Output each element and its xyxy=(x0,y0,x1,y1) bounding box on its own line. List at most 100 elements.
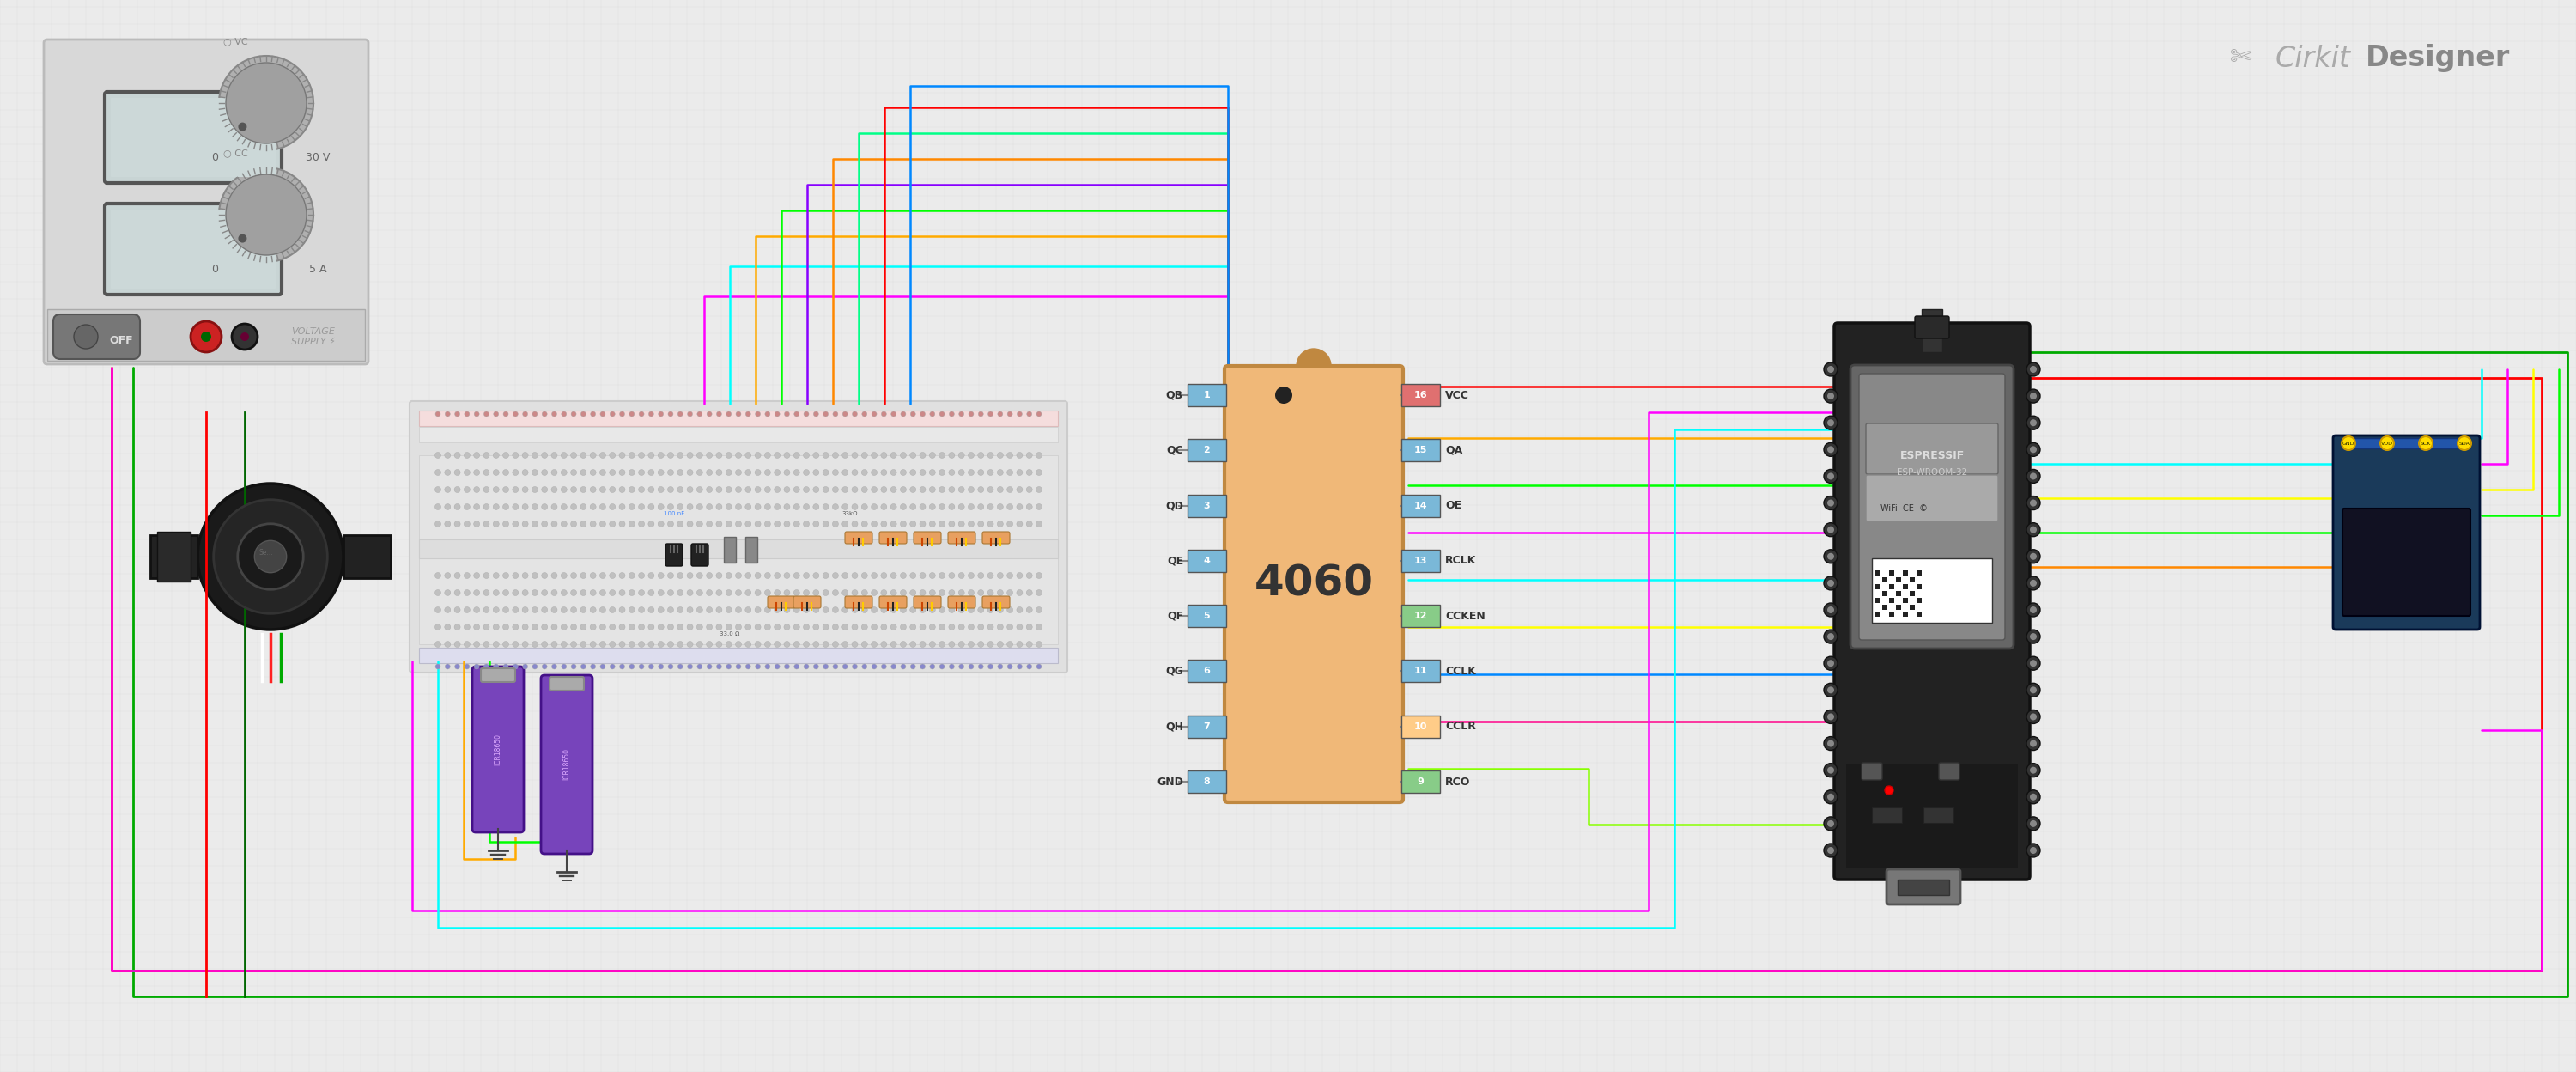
Text: WiFi  CE  ©: WiFi CE © xyxy=(1880,504,1927,512)
Wedge shape xyxy=(1296,348,1332,366)
Bar xyxy=(149,535,198,578)
Circle shape xyxy=(899,452,907,458)
Circle shape xyxy=(726,504,732,510)
Circle shape xyxy=(783,412,788,417)
Circle shape xyxy=(958,607,963,613)
Circle shape xyxy=(853,607,858,613)
Circle shape xyxy=(860,521,868,527)
Circle shape xyxy=(1824,496,1837,510)
Circle shape xyxy=(793,487,799,493)
Circle shape xyxy=(744,452,752,458)
Circle shape xyxy=(853,641,858,647)
Circle shape xyxy=(804,641,809,647)
Circle shape xyxy=(765,521,770,527)
Circle shape xyxy=(502,470,510,476)
Circle shape xyxy=(688,487,693,493)
Circle shape xyxy=(1826,473,1834,479)
Circle shape xyxy=(551,504,556,510)
Circle shape xyxy=(899,487,907,493)
Circle shape xyxy=(909,641,917,647)
Circle shape xyxy=(677,521,683,527)
FancyBboxPatch shape xyxy=(1865,475,1999,521)
Circle shape xyxy=(755,607,760,613)
FancyBboxPatch shape xyxy=(111,98,276,177)
Circle shape xyxy=(958,412,963,417)
Circle shape xyxy=(1018,412,1023,417)
Circle shape xyxy=(513,607,518,613)
Circle shape xyxy=(969,470,974,476)
Circle shape xyxy=(639,487,644,493)
Circle shape xyxy=(744,624,752,630)
Text: 100 nF: 100 nF xyxy=(665,511,685,517)
Bar xyxy=(1888,612,1893,616)
Text: Se...: Se... xyxy=(260,549,273,556)
Bar xyxy=(1904,570,1909,576)
Circle shape xyxy=(940,572,945,579)
FancyBboxPatch shape xyxy=(2342,508,2470,616)
Circle shape xyxy=(1036,607,1041,613)
Text: ✄: ✄ xyxy=(2231,46,2251,71)
Circle shape xyxy=(629,412,634,417)
FancyBboxPatch shape xyxy=(1188,605,1226,627)
Text: 9: 9 xyxy=(1417,777,1425,786)
Circle shape xyxy=(492,572,500,579)
Circle shape xyxy=(1826,392,1834,400)
Circle shape xyxy=(948,590,956,596)
Circle shape xyxy=(590,521,595,527)
Circle shape xyxy=(621,412,626,417)
Circle shape xyxy=(775,624,781,630)
Circle shape xyxy=(523,412,528,417)
Circle shape xyxy=(706,470,714,476)
Circle shape xyxy=(649,504,654,510)
Circle shape xyxy=(804,572,809,579)
Circle shape xyxy=(562,504,567,510)
Circle shape xyxy=(649,470,654,476)
Bar xyxy=(1883,605,1888,610)
Circle shape xyxy=(629,452,634,458)
Circle shape xyxy=(804,412,809,417)
Bar xyxy=(420,559,1059,644)
Circle shape xyxy=(842,624,848,630)
Circle shape xyxy=(958,452,963,458)
Circle shape xyxy=(881,664,886,669)
Circle shape xyxy=(562,572,567,579)
Circle shape xyxy=(755,412,760,417)
Circle shape xyxy=(2027,790,2040,804)
Circle shape xyxy=(958,521,963,527)
Circle shape xyxy=(737,590,742,596)
Circle shape xyxy=(832,470,837,476)
Circle shape xyxy=(793,452,799,458)
Circle shape xyxy=(446,412,451,417)
Circle shape xyxy=(600,664,605,669)
Circle shape xyxy=(2030,366,2038,373)
Circle shape xyxy=(446,607,451,613)
Bar xyxy=(724,537,737,563)
Circle shape xyxy=(1824,683,1837,697)
Circle shape xyxy=(2027,602,2040,616)
Circle shape xyxy=(1824,629,1837,643)
Circle shape xyxy=(930,504,935,510)
Circle shape xyxy=(541,521,549,527)
Bar xyxy=(1917,598,1922,602)
Bar xyxy=(1873,559,1991,623)
Circle shape xyxy=(492,470,500,476)
Circle shape xyxy=(1826,793,1834,801)
Circle shape xyxy=(2030,660,2038,667)
Circle shape xyxy=(629,521,634,527)
Circle shape xyxy=(832,487,837,493)
Circle shape xyxy=(580,572,587,579)
Circle shape xyxy=(814,487,819,493)
Circle shape xyxy=(214,500,327,613)
Text: 5 A: 5 A xyxy=(309,264,327,274)
Circle shape xyxy=(920,412,925,417)
Circle shape xyxy=(716,664,721,669)
Circle shape xyxy=(435,452,440,458)
FancyBboxPatch shape xyxy=(914,596,940,608)
Circle shape xyxy=(948,521,956,527)
Circle shape xyxy=(2030,740,2038,747)
Circle shape xyxy=(920,452,925,458)
Circle shape xyxy=(600,470,605,476)
Circle shape xyxy=(891,470,896,476)
Circle shape xyxy=(629,624,634,630)
Circle shape xyxy=(969,452,974,458)
